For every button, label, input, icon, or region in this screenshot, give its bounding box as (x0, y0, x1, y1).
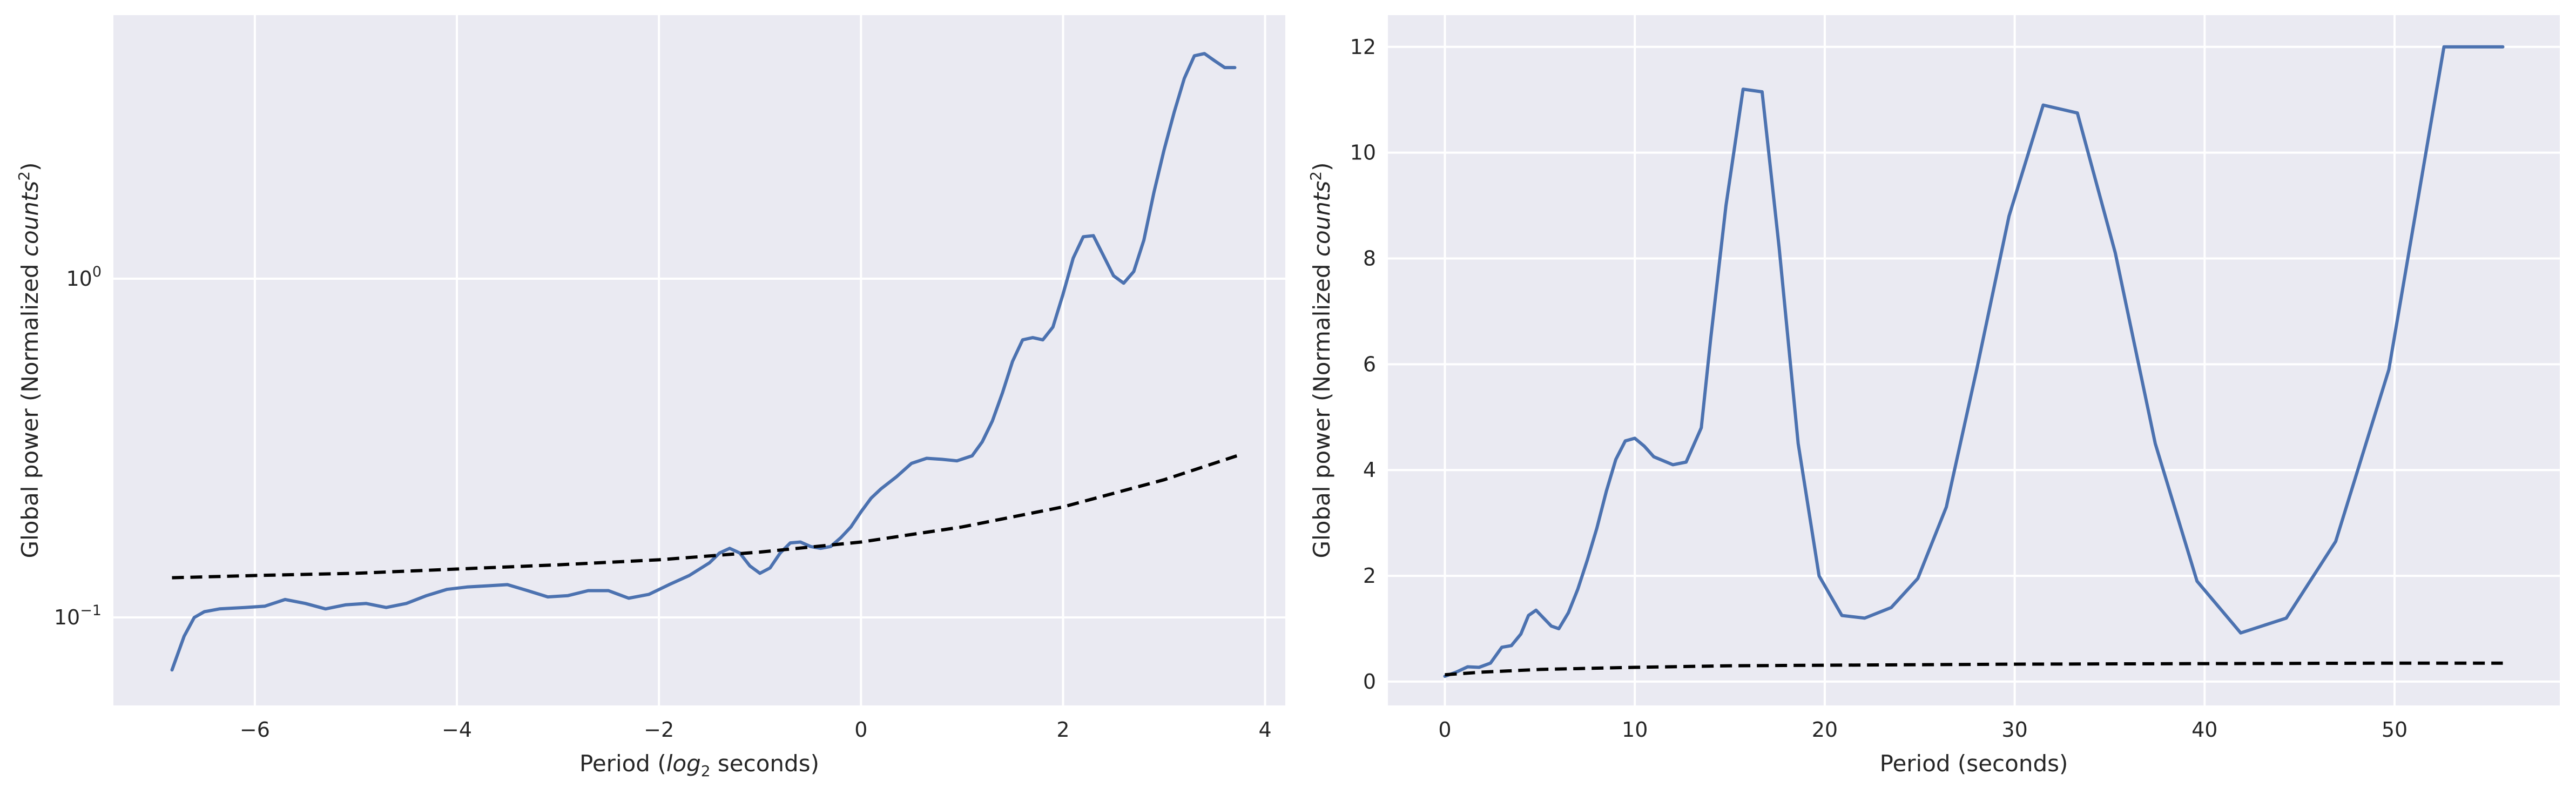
x-ticks-left: −6 −4 −2 0 2 4 (240, 718, 1272, 742)
y-ticks-left: 10−1 100 (54, 264, 102, 629)
x-tick-label: 20 (1812, 718, 1838, 742)
y-tick-label: 4 (1363, 458, 1376, 482)
x-tick-label: 30 (2001, 718, 2027, 742)
y-axis-label-right: Global power (Normalized counts2) (1307, 162, 1335, 558)
x-tick-label: −4 (442, 718, 472, 742)
x-tick-label: 40 (2191, 718, 2217, 742)
y-tick-label: 0 (1363, 670, 1376, 694)
series-left (170, 52, 1238, 672)
y-tick-label: 10−1 (54, 602, 102, 629)
significance-line-right (1445, 661, 2503, 677)
x-tick-label: 2 (1056, 718, 1069, 742)
x-tick-label: 10 (1622, 718, 1648, 742)
plot-area-left (113, 15, 1285, 705)
x-axis-label-left: Period (log2 seconds) (579, 750, 819, 780)
y-tick-label: 6 (1363, 352, 1376, 376)
x-tick-label: 50 (2382, 718, 2408, 742)
series-right (1443, 45, 2505, 678)
grid-left (113, 15, 1285, 705)
y-tick-label: 8 (1363, 246, 1376, 270)
global-power-line-right (1443, 45, 2505, 678)
x-tick-label: 4 (1258, 718, 1271, 742)
y-ticks-right: 0 2 4 6 8 10 12 (1350, 35, 1376, 694)
y-tick-label: 100 (66, 264, 102, 291)
plot-area-right (1388, 15, 2560, 705)
x-axis-label-right: Period (seconds) (1880, 750, 2068, 777)
x-tick-label: 0 (1438, 718, 1451, 742)
y-tick-label: 12 (1350, 35, 1376, 59)
y-tick-label: 10 (1350, 141, 1376, 165)
x-ticks-right: 0 10 20 30 40 50 (1438, 718, 2408, 742)
significance-line-left (172, 454, 1238, 580)
chart-right-period-seconds: 0 10 20 30 40 50 0 2 4 6 8 10 12 Period (seconds) G… (1307, 15, 2560, 777)
x-tick-label: −2 (644, 718, 674, 742)
y-tick-label: 2 (1363, 564, 1376, 588)
y-axis-label-left: Global power (Normalized counts2) (15, 162, 43, 558)
x-tick-label: 0 (854, 718, 867, 742)
x-tick-label: −6 (240, 718, 270, 742)
